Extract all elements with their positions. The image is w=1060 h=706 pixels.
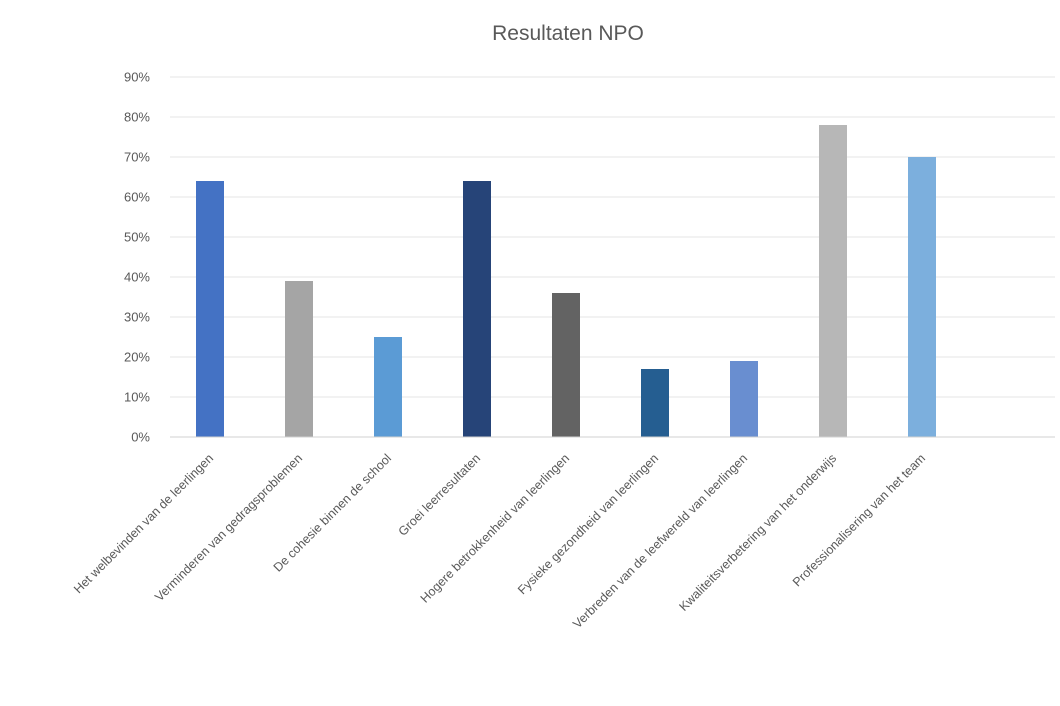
y-tick-label: 30%: [124, 310, 150, 325]
bar: [374, 337, 402, 437]
x-tick-label: Kwaliteitsverbetering van het onderwijs: [676, 451, 839, 614]
x-tick-label: Fysieke gezondheid van leerlingen: [515, 451, 661, 597]
y-tick-label: 50%: [124, 230, 150, 245]
x-tick-label: Verminderen van gedragsproblemen: [152, 451, 305, 604]
y-tick-label: 90%: [124, 70, 150, 85]
x-tick-label: Groei leerresultaten: [396, 451, 484, 539]
bar: [285, 281, 313, 437]
x-axis-ticks: Het welbevinden van de leerlingenVermind…: [71, 451, 928, 631]
bars: [196, 125, 936, 437]
bar: [819, 125, 847, 437]
y-axis-ticks: 0% 10% 20% 30% 40% 50% 60% 70% 80% 90%: [124, 70, 150, 445]
bar: [463, 181, 491, 437]
bar: [908, 157, 936, 437]
y-tick-label: 80%: [124, 110, 150, 125]
bar: [552, 293, 580, 437]
y-tick-label: 40%: [124, 270, 150, 285]
x-tick-label: Het welbevinden van de leerlingen: [71, 451, 216, 596]
x-tick-label: Verbreden van de leefwereld van leerling…: [570, 451, 750, 631]
y-tick-label: 70%: [124, 150, 150, 165]
bar: [641, 369, 669, 437]
y-tick-label: 10%: [124, 390, 150, 405]
bar: [196, 181, 224, 437]
y-tick-label: 60%: [124, 190, 150, 205]
gridlines: [170, 76, 1055, 398]
y-tick-label: 20%: [124, 350, 150, 365]
x-tick-label: Hogere betrokkenheid van leerlingen: [418, 451, 572, 605]
y-tick-label: 0%: [131, 430, 150, 445]
bar: [730, 361, 758, 437]
chart-title: Resultaten NPO: [492, 22, 644, 45]
